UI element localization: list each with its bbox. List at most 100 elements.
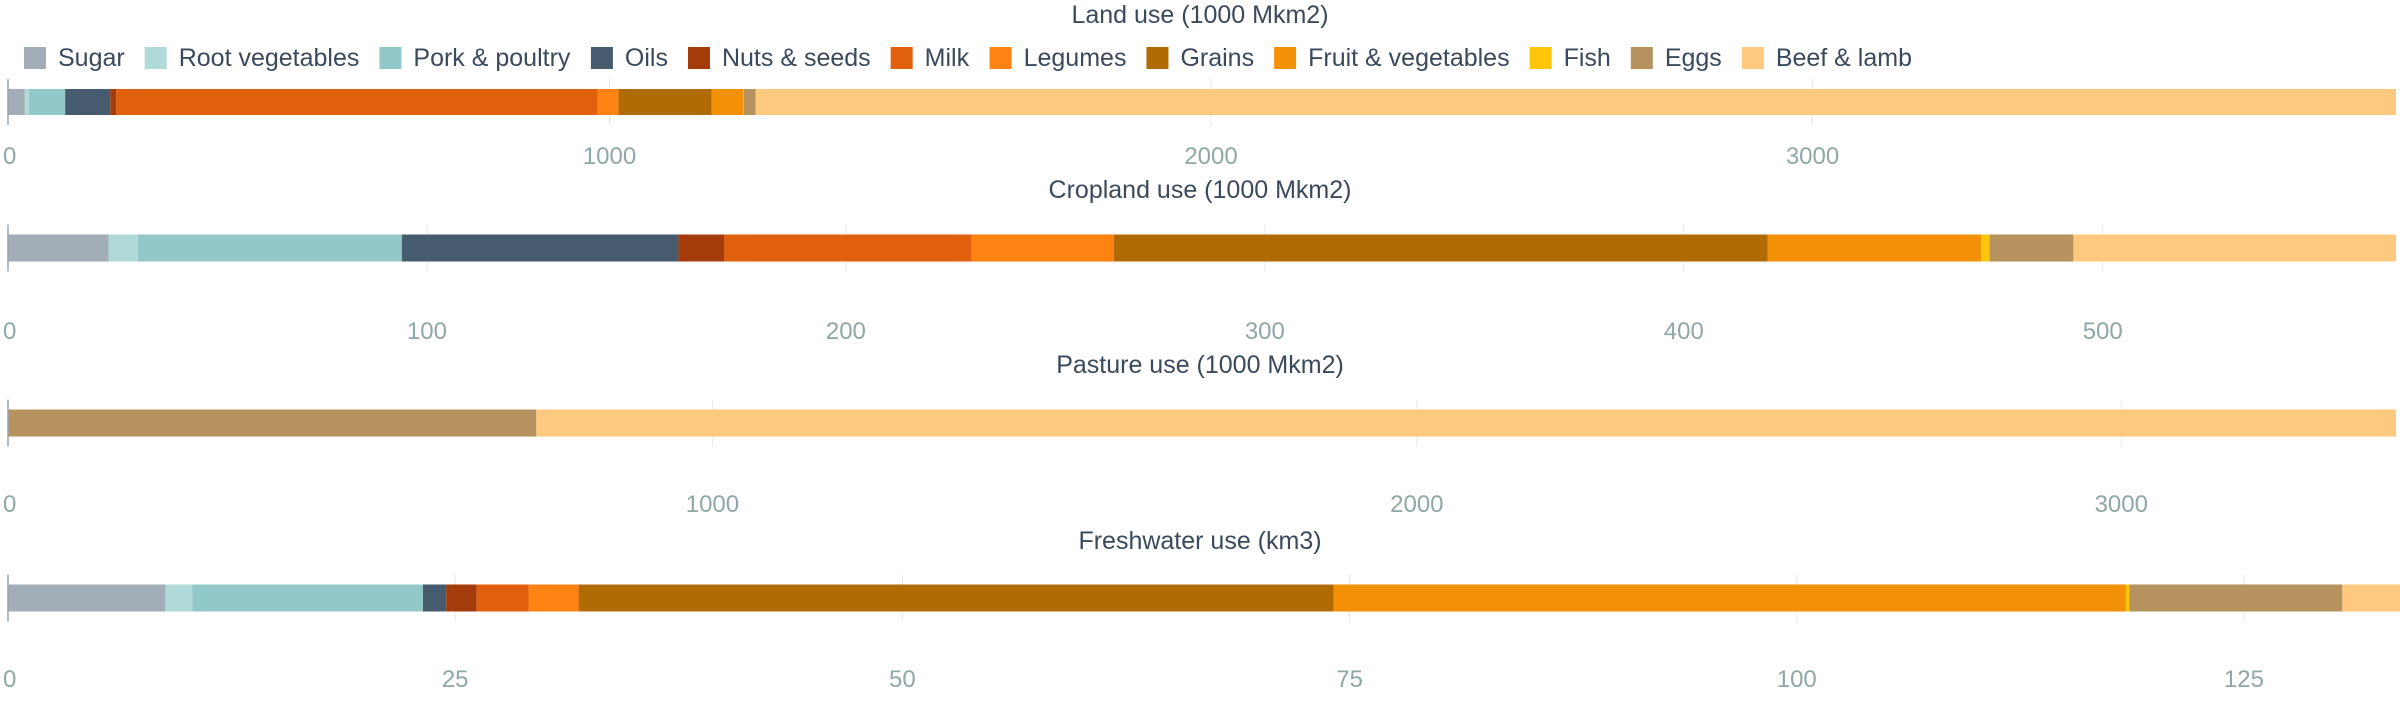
- bar-segment-oils[interactable]: [422, 584, 447, 612]
- bar-segment-beef-and-lamb[interactable]: [536, 409, 2396, 437]
- legend-label: Fish: [1564, 44, 1611, 72]
- legend-swatch: [1529, 47, 1552, 69]
- bar-segment-pork-and-poultry[interactable]: [29, 89, 66, 115]
- legend-item-fish[interactable]: Fish: [1529, 44, 1611, 72]
- bar-segment-sugar[interactable]: [8, 234, 109, 262]
- chart-panel-cropland-use-1000-mkm2: Cropland use (1000 Mkm2) 0 100 200 300 400 500: [3, 176, 2396, 345]
- legend-swatch: [890, 47, 913, 69]
- chart-title: Cropland use (1000 Mkm2): [1049, 176, 1352, 204]
- bar-segment-beef-and-lamb[interactable]: [2073, 234, 2396, 262]
- legend-swatch: [24, 47, 46, 69]
- legend-swatch: [989, 47, 1012, 69]
- legend-swatch: [687, 47, 710, 69]
- chart-title: Freshwater use (km3): [1078, 527, 1321, 555]
- tick-label: 50: [889, 666, 916, 693]
- legend-swatch: [1146, 47, 1169, 69]
- legend-item-nuts-and-seeds[interactable]: Nuts & seeds: [687, 44, 871, 72]
- bar-segment-pork-and-poultry[interactable]: [137, 234, 402, 262]
- legend-label: Fruit & vegetables: [1308, 44, 1510, 72]
- tick-label: 3000: [1786, 143, 1839, 170]
- legend-label: Root vegetables: [179, 44, 360, 72]
- legend-swatch: [379, 47, 402, 69]
- tick-label: 25: [442, 666, 469, 693]
- bar-segment-fruit-and-vegetables[interactable]: [1333, 584, 2126, 612]
- chart-title: Land use (1000 Mkm2): [1071, 1, 1328, 29]
- tick-label: 125: [2224, 666, 2264, 693]
- tick-label: 2000: [1184, 143, 1237, 170]
- legend-label: Grains: [1180, 44, 1254, 72]
- legend-label: Oils: [625, 44, 668, 72]
- tick-label: 0: [3, 318, 16, 345]
- legend-swatch: [144, 47, 167, 69]
- legend-item-fruit-and-vegetables[interactable]: Fruit & vegetables: [1274, 44, 1510, 72]
- bar-segment-legumes[interactable]: [528, 584, 579, 612]
- bar-segment-eggs[interactable]: [2129, 584, 2343, 612]
- bar-segment-fish[interactable]: [2125, 584, 2130, 612]
- tick-label: 2000: [1390, 491, 1443, 518]
- legend-label: Beef & lamb: [1776, 44, 1912, 72]
- chart-title: Pasture use (1000 Mkm2): [1056, 351, 1344, 379]
- bar-segment-legumes[interactable]: [971, 234, 1115, 262]
- legend-item-beef-and-lamb[interactable]: Beef & lamb: [1741, 44, 1912, 72]
- legend-label: Legumes: [1024, 44, 1127, 72]
- tick-label: 300: [1245, 318, 1285, 345]
- tick-label: 100: [1777, 666, 1817, 693]
- tick-label: 1000: [686, 491, 739, 518]
- bar-segment-milk[interactable]: [116, 89, 598, 115]
- chart-panels: Land use (1000 Mkm2)0 1000 2000 3000Croplan…: [3, 1, 2400, 693]
- legend-item-sugar[interactable]: Sugar: [24, 44, 125, 72]
- legend-label: Pork & poultry: [413, 44, 571, 72]
- legend-item-pork-and-poultry[interactable]: Pork & poultry: [379, 44, 571, 72]
- bar-segment-grains[interactable]: [618, 89, 712, 115]
- bar-segment-sugar[interactable]: [8, 584, 166, 612]
- bar-segment-sugar[interactable]: [8, 89, 25, 115]
- legend-item-eggs[interactable]: Eggs: [1630, 44, 1722, 72]
- legend-item-root-vegetables[interactable]: Root vegetables: [144, 44, 360, 72]
- bar-segment-eggs[interactable]: [743, 89, 756, 115]
- legend-item-legumes[interactable]: Legumes: [989, 44, 1127, 72]
- bar-segment-oils[interactable]: [65, 89, 111, 115]
- legend-label: Milk: [925, 44, 970, 72]
- legend-item-oils[interactable]: Oils: [590, 44, 668, 72]
- bar-segment-fruit-and-vegetables[interactable]: [1767, 234, 1982, 262]
- tick-label: 1000: [583, 143, 636, 170]
- chart-panel-land-use-1000-mkm2: Land use (1000 Mkm2) 0 1000 2000 3000: [3, 1, 2396, 170]
- bar-segment-fish[interactable]: [1981, 234, 1990, 262]
- bar-segment-root-vegetables[interactable]: [108, 234, 138, 262]
- tick-label: 400: [1664, 318, 1704, 345]
- legend-item-milk[interactable]: Milk: [890, 44, 970, 72]
- bar-segment-legumes[interactable]: [597, 89, 619, 115]
- tick-label: 200: [826, 318, 866, 345]
- legend-swatch: [1741, 47, 1764, 69]
- legend-label: Nuts & seeds: [722, 44, 871, 72]
- bar-segment-grains[interactable]: [578, 584, 1334, 612]
- tick-label: 75: [1336, 666, 1363, 693]
- bar-segment-fish[interactable]: [743, 89, 744, 115]
- chart-panel-pasture-use-1000-mkm2: Pasture use (1000 Mkm2) 0 1000 2000 3000: [3, 351, 2396, 518]
- tick-label: 0: [3, 491, 16, 518]
- legend-swatch: [1274, 47, 1297, 69]
- bar-segment-beef-and-lamb[interactable]: [755, 89, 2396, 115]
- chart-panel-freshwater-use-km3: Freshwater use (km3) 0 25 50 75 100 125: [3, 527, 2400, 693]
- bar-segment-eggs[interactable]: [8, 409, 537, 437]
- bar-segment-eggs[interactable]: [1989, 234, 2074, 262]
- bar-segment-milk[interactable]: [724, 234, 972, 262]
- bar-segment-pork-and-poultry[interactable]: [192, 584, 423, 612]
- bar-segment-nuts-and-seeds[interactable]: [110, 89, 117, 115]
- bar-segment-nuts-and-seeds[interactable]: [446, 584, 477, 612]
- bar-segment-beef-and-lamb[interactable]: [2342, 584, 2400, 612]
- legend-item-grains[interactable]: Grains: [1146, 44, 1254, 72]
- tick-label: 0: [3, 143, 16, 170]
- bar-segment-root-vegetables[interactable]: [24, 89, 30, 115]
- legend-label: Sugar: [58, 44, 125, 72]
- legend-label: Eggs: [1665, 44, 1722, 72]
- bar-segment-nuts-and-seeds[interactable]: [678, 234, 725, 262]
- bar-segment-grains[interactable]: [1114, 234, 1768, 262]
- bar-segment-fruit-and-vegetables[interactable]: [711, 89, 744, 115]
- bar-segment-oils[interactable]: [401, 234, 679, 262]
- bar-segment-root-vegetables[interactable]: [165, 584, 193, 612]
- bar-segment-milk[interactable]: [476, 584, 529, 612]
- legend-swatch: [1630, 47, 1653, 69]
